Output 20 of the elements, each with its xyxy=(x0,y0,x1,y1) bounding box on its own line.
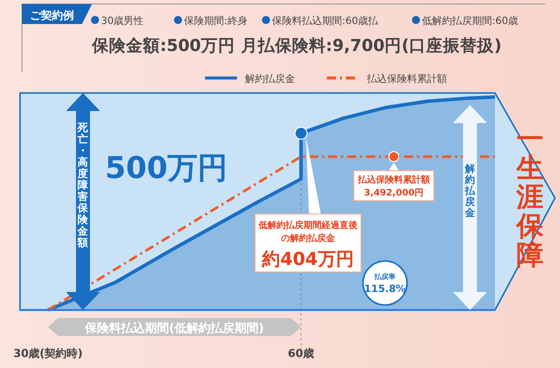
annotation: 約404万円 xyxy=(261,249,354,270)
legend-label: 払込保険料累計額 xyxy=(366,73,447,85)
annotation: 払込保険料累計額 xyxy=(356,174,430,186)
x-tick-label: 60歳 xyxy=(288,347,314,360)
text: 保険料払込期間:60歳払 xyxy=(272,15,380,27)
x-tick-label: 30歳(契約時) xyxy=(13,347,83,360)
annotation: 3,492,000円 xyxy=(364,188,424,199)
text: 低解約払戻期間:60歳 xyxy=(422,15,518,27)
chart-subtitle: 保険金額:500万円 月払保険料:9,700円(口座振替扱) xyxy=(91,36,502,55)
text: 保険料払込期間(低解約払戻期間) xyxy=(84,321,264,335)
text: 死亡・高度障害保険金額 xyxy=(78,122,88,249)
text: 30歳男性 xyxy=(101,15,144,27)
text: 保険期間:終身 xyxy=(184,15,248,27)
annotation: 低解約払戻期間経過直後 xyxy=(258,220,359,231)
legend-label: 解約払戻金 xyxy=(245,73,295,85)
annotation: 解約払戻金 xyxy=(464,163,476,219)
annotation: 500万円 xyxy=(105,151,228,186)
annotation: 115.8% xyxy=(364,284,406,295)
chart-title: ご契約例 xyxy=(30,9,74,22)
annotation: の解約払戻金 xyxy=(281,233,336,244)
